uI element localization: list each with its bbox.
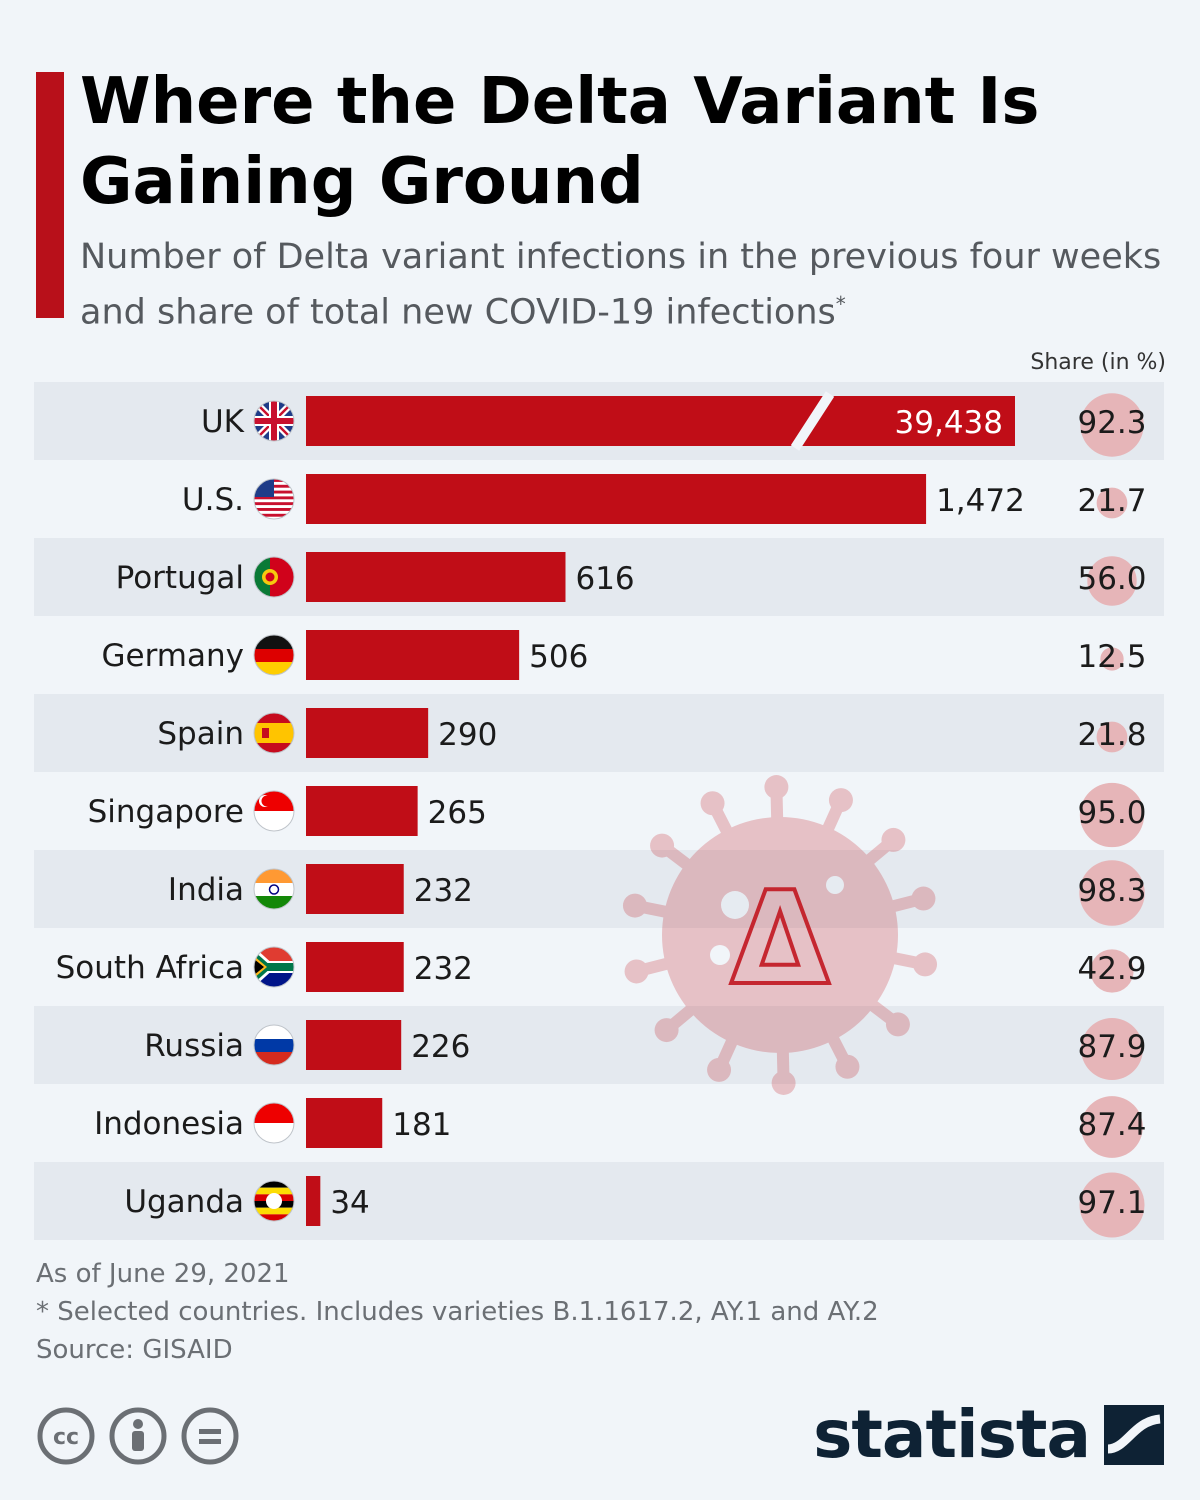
value-label: 506 — [529, 639, 588, 675]
value-label: 616 — [575, 561, 634, 597]
title-accent-bar — [36, 72, 64, 318]
bar — [306, 1098, 383, 1148]
share-label: 87.9 — [1077, 1029, 1146, 1065]
row-band — [34, 694, 1164, 772]
share-bubble — [1096, 721, 1128, 753]
delta-symbol: Δ — [730, 865, 829, 1014]
bar — [306, 708, 429, 758]
attribution-icon[interactable] — [108, 1406, 168, 1466]
row-band — [34, 1006, 1164, 1084]
country-label: UK — [201, 404, 245, 440]
share-label: 95.0 — [1077, 795, 1146, 831]
bar — [306, 552, 566, 602]
country-label: Russia — [144, 1028, 244, 1064]
selection-note: * Selected countries. Includes varieties… — [36, 1297, 879, 1327]
country-label: Spain — [157, 716, 244, 752]
share-bubble — [1081, 1096, 1143, 1158]
country-label: U.S. — [182, 482, 244, 518]
footnotes: As of June 29, 2021 * Selected countries… — [36, 1255, 879, 1369]
country-label: Uganda — [124, 1184, 244, 1220]
share-bubble — [1090, 949, 1134, 993]
singapore-flag-icon — [253, 790, 295, 832]
bar — [306, 1176, 321, 1226]
germany-flag-icon — [253, 634, 295, 676]
bar-chart: Δ UK 39,438 92.3 U.S. 1,472 21.7 Portugal 616 56.… — [34, 382, 1164, 1240]
india-flag-icon — [253, 868, 295, 910]
bar — [306, 396, 1015, 446]
subtitle-footnote-mark: * — [835, 292, 846, 316]
share-bubble — [1079, 1172, 1145, 1238]
value-label: 232 — [414, 873, 473, 909]
bar — [306, 942, 404, 992]
no-derivatives-icon[interactable] — [180, 1406, 240, 1466]
share-label: 92.3 — [1077, 405, 1146, 441]
virus-delta-icon — [622, 775, 938, 1095]
share-label: 56.0 — [1077, 561, 1146, 597]
share-label: 21.7 — [1077, 483, 1146, 519]
country-label: Indonesia — [94, 1106, 244, 1142]
share-column-header: Share (in %) — [1030, 350, 1166, 375]
country-label: Portugal — [116, 560, 244, 596]
share-bubble — [1081, 1018, 1143, 1080]
share-label: 87.4 — [1077, 1107, 1146, 1143]
value-label: 39,438 — [895, 405, 1003, 441]
country-label: India — [168, 872, 244, 908]
statista-logo[interactable]: statista — [813, 1396, 1164, 1473]
brand-name: statista — [813, 1396, 1091, 1473]
uk-flag-icon — [253, 400, 295, 442]
country-label: South Africa — [56, 950, 244, 986]
south-africa-flag-icon — [253, 946, 295, 988]
share-label: 21.8 — [1077, 717, 1146, 753]
share-bubble — [1079, 860, 1145, 926]
share-label: 98.3 — [1077, 873, 1146, 909]
value-label: 232 — [414, 951, 473, 987]
share-bubble — [1079, 782, 1145, 848]
share-bubble — [1096, 487, 1128, 519]
indonesia-flag-icon — [253, 1102, 295, 1144]
value-label: 265 — [428, 795, 487, 831]
value-label: 181 — [392, 1107, 451, 1143]
bar — [306, 786, 418, 836]
share-label: 42.9 — [1077, 951, 1146, 987]
uganda-flag-icon — [253, 1180, 295, 1222]
subtitle-text: Number of Delta variant infections in th… — [80, 237, 1162, 333]
bar — [306, 864, 404, 914]
spain-flag-icon — [253, 712, 295, 754]
bar — [306, 630, 520, 680]
country-label: Germany — [102, 638, 244, 674]
statista-mark-icon — [1104, 1404, 1164, 1465]
us-flag-icon — [253, 478, 295, 520]
share-bubble — [1100, 647, 1124, 671]
country-label: Singapore — [88, 794, 244, 830]
chart-subtitle: Number of Delta variant infections in th… — [80, 234, 1170, 337]
value-label: 290 — [438, 717, 497, 753]
row-band — [34, 1162, 1164, 1240]
row-band — [34, 538, 1164, 616]
bar — [306, 474, 927, 524]
portugal-flag-icon — [253, 556, 295, 598]
value-label: 1,472 — [936, 483, 1025, 519]
share-bubble — [1087, 556, 1137, 606]
share-label: 12.5 — [1077, 639, 1146, 675]
axis-break — [790, 391, 835, 451]
russia-flag-icon — [253, 1024, 295, 1066]
cc-icon[interactable]: cc — [36, 1406, 96, 1466]
date-note: As of June 29, 2021 — [36, 1259, 290, 1289]
value-label: 226 — [411, 1029, 470, 1065]
chart-title: Where the Delta Variant Is Gaining Groun… — [80, 65, 1040, 219]
svg-text:cc: cc — [53, 1425, 79, 1450]
value-label: 34 — [330, 1185, 369, 1221]
share-label: 97.1 — [1077, 1185, 1146, 1221]
source-note: Source: GISAID — [36, 1335, 233, 1365]
share-bubble — [1080, 393, 1144, 457]
bar — [306, 1020, 402, 1070]
row-band — [34, 850, 1164, 928]
